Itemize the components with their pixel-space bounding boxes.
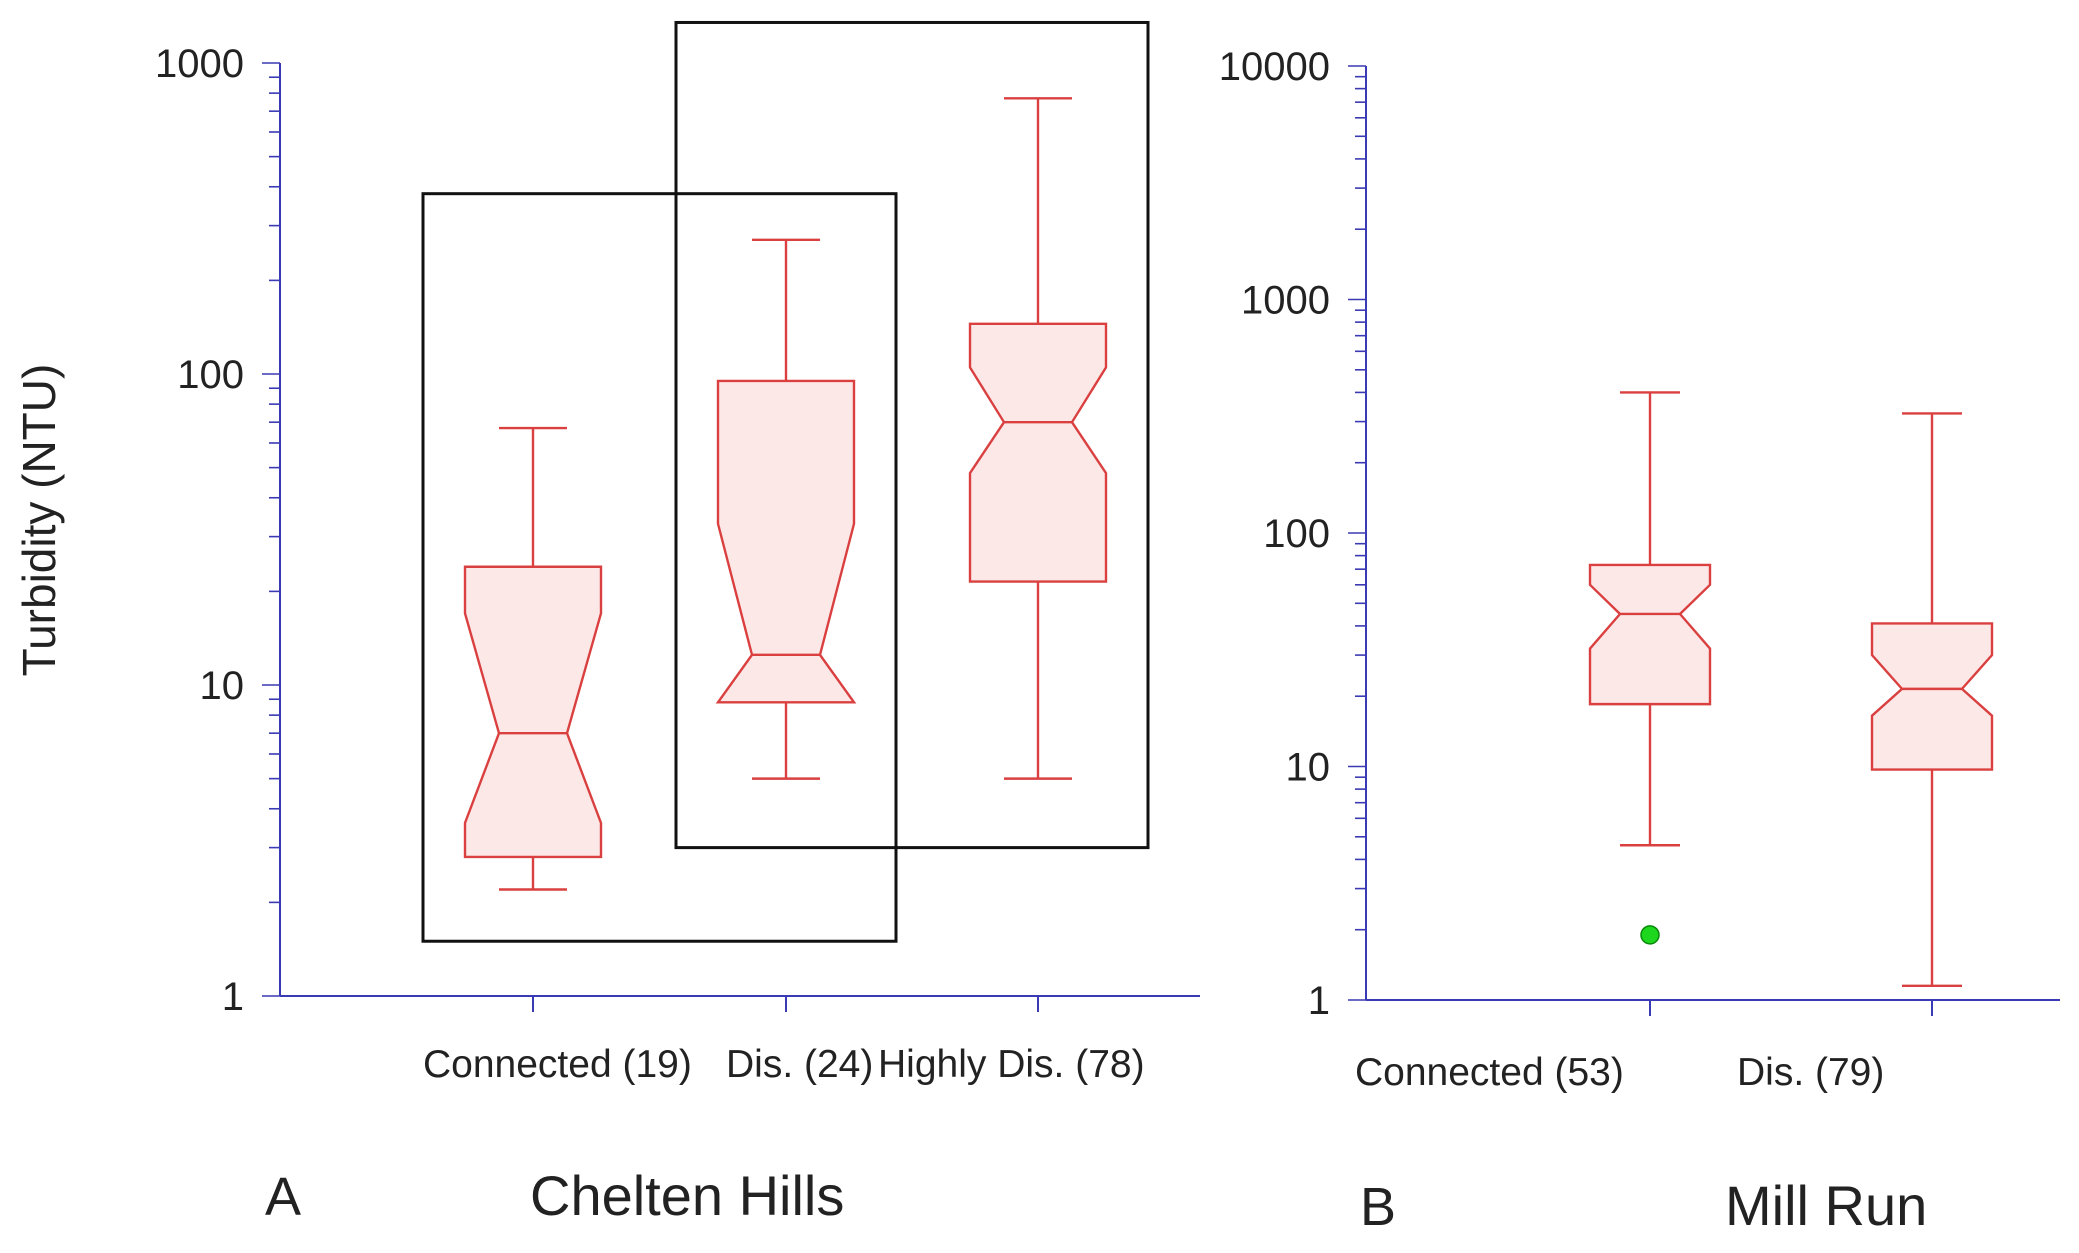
panel-title: Mill Run	[1725, 1174, 1927, 1237]
panel-letter: B	[1360, 1177, 1396, 1237]
x-category-label: Dis. (79)	[1737, 1051, 1884, 1094]
y-axis-label: Turbidity (NTU)	[13, 364, 65, 677]
outlier-point	[1640, 925, 1660, 945]
x-category-label: Highly Dis. (78)	[878, 1043, 1145, 1086]
notched-box	[1588, 563, 1712, 706]
x-category-label: Connected (53)	[1355, 1051, 1624, 1094]
notched-box	[968, 322, 1108, 583]
panel-a-chelten-hills: 1 10 100 1000 Turbidity (NTU) Connected (19) D…	[13, 20, 1200, 1227]
y-tick-label: 100	[1263, 512, 1330, 556]
panel-b-mill-run: 1 10 100 1000 10000 Connected (53) Dis. (79) B M…	[1219, 45, 2060, 1237]
x-category-label: Dis. (24)	[726, 1043, 873, 1086]
y-tick-label: 100	[177, 353, 244, 397]
grouping-frame	[421, 192, 898, 943]
panel-title: Chelten Hills	[530, 1164, 844, 1227]
y-tick-label: 1	[1308, 979, 1330, 1023]
notched-box	[463, 565, 603, 859]
y-tick-label: 1000	[1241, 279, 1330, 323]
y-tick-label: 10000	[1219, 45, 1330, 89]
notched-box	[1870, 622, 1994, 771]
y-tick-label: 10	[1286, 746, 1331, 790]
notched-box	[715, 379, 857, 704]
x-category-label: Connected (19)	[423, 1043, 692, 1086]
grouping-frame	[674, 20, 1150, 850]
y-tick-label: 1000	[155, 42, 244, 86]
y-tick-label: 1	[222, 975, 244, 1019]
panel-letter: A	[265, 1167, 301, 1227]
y-tick-label: 10	[200, 664, 245, 708]
